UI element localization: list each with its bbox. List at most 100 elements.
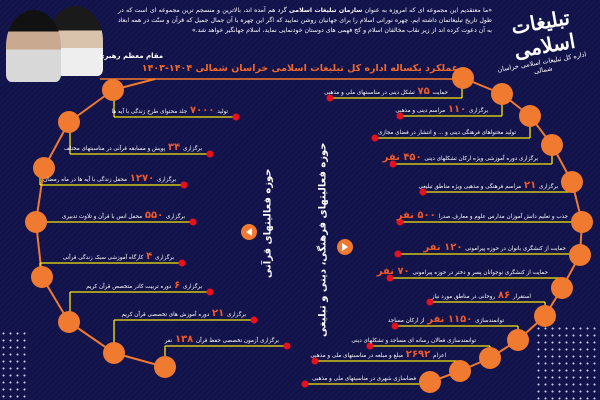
item-text-part: محفل زندگی با آیه ها در ماه رمضان bbox=[43, 177, 127, 183]
item-text-part: پویش و مسابقه قرآنی در مناسبتهای مختلف bbox=[63, 146, 166, 152]
timeline-node bbox=[419, 371, 441, 393]
timeline-node bbox=[541, 134, 563, 156]
bullet-dot bbox=[283, 342, 291, 350]
cultural-item: برگزاری ۱۱۰ مراسم دینی و مذهبی bbox=[395, 105, 488, 116]
quran-item: تولید ۷۰۰۰ جلد محتوای طرح زندگی با آیه ه… bbox=[112, 106, 229, 117]
item-text-part: فضاسازی شهری در مناسبتهای ملی و مذهبی bbox=[312, 376, 416, 382]
timeline-node bbox=[569, 244, 591, 266]
timeline-node bbox=[491, 83, 513, 105]
timeline-node bbox=[58, 311, 80, 333]
timeline-node bbox=[58, 111, 80, 133]
timeline-node bbox=[571, 211, 593, 233]
item-number: ۷۵ bbox=[417, 86, 430, 97]
bullet-dot bbox=[301, 380, 309, 388]
item-text-part: تولید bbox=[217, 109, 228, 115]
bullet-dot bbox=[189, 218, 197, 226]
item-text-part: حمایت از کنشگری نوجوانان پسر و دختر در ح… bbox=[412, 270, 548, 276]
item-number: ۷۰۰۰ bbox=[190, 105, 215, 116]
quote-attribution: مقام معظم رهبری bbox=[98, 52, 164, 60]
cultural-item: استقرار ۸۶ روحانی در مناطق مورد نیاز bbox=[432, 291, 531, 302]
timeline-node bbox=[154, 356, 176, 378]
item-number: ۳۴ bbox=[167, 142, 181, 153]
item-text-part: تشکل دینی در مناسبتهای ملی و مذهبی bbox=[324, 90, 415, 96]
cultural-item: حمایت از کنشگری نوجوانان پسر و دختر در ح… bbox=[376, 267, 548, 278]
prev-arrow-button[interactable] bbox=[241, 224, 257, 240]
item-text-part: دوره تربیت کادر متخصص قرآن کریم bbox=[86, 284, 172, 290]
arrow-right-icon bbox=[342, 243, 348, 251]
bullet-dot bbox=[394, 250, 402, 258]
item-text-part: حمایت از کنشگری بانوان در حوزه پیرامونی bbox=[465, 246, 566, 252]
section-label-quran: حوزه فعالیتهای قرآنی bbox=[262, 168, 274, 279]
quran-item: برگزاری ۵۵۰ محفل انس با قرآن و تلاوت تدب… bbox=[62, 211, 185, 222]
bullet-dot bbox=[366, 342, 374, 350]
bullet-dot bbox=[371, 134, 379, 142]
bullet-dot bbox=[386, 274, 394, 282]
item-text-part: برگزاری bbox=[154, 255, 174, 261]
item-text-part: برگزاری دوره آموزشی ویژه ارکان تشکلهای د… bbox=[424, 156, 538, 162]
bullet-dot bbox=[396, 112, 404, 120]
bullet-dot bbox=[178, 259, 186, 267]
item-text-part: توانمندسازی bbox=[475, 318, 504, 324]
timeline-node bbox=[103, 342, 125, 364]
item-number: ۱۲۷۰ bbox=[129, 173, 155, 184]
item-text-part: برگزاری bbox=[182, 146, 202, 152]
item-number: ۸۶ bbox=[497, 290, 511, 301]
item-number: ۶ bbox=[174, 280, 181, 291]
item-text-part: برگزاری bbox=[538, 184, 558, 190]
item-text-part: کارگاه آموزشی سبک زندگی قرآنی bbox=[62, 255, 144, 261]
item-text-part: مراسم فرهنگی و مذهبی ویژه مناطق تبلیغی bbox=[418, 184, 522, 190]
bullet-dot bbox=[391, 322, 399, 330]
timeline-arc bbox=[35, 78, 166, 368]
item-text-part: نفر bbox=[164, 338, 173, 344]
bullet-dot bbox=[419, 188, 427, 196]
item-number: ۲۶۹۲ bbox=[405, 349, 431, 360]
timeline-node bbox=[551, 277, 573, 299]
item-text-part: اعزام bbox=[433, 353, 446, 359]
cultural-item: تولید محتواهای فرهنگی دینی و ... و انتشا… bbox=[376, 127, 516, 138]
item-text-part: حمایت bbox=[432, 90, 448, 96]
timeline-node bbox=[102, 79, 124, 101]
cultural-item: جذب و تعلیم دانش آموزان مدارس علوم و معا… bbox=[396, 211, 568, 222]
item-text-part: مبلغ و مبلغه در مناسبتهای ملی و مذهبی bbox=[310, 353, 404, 359]
bullet-dot bbox=[206, 288, 214, 296]
portrait-image bbox=[6, 10, 61, 82]
item-number: ۵۵۰ bbox=[144, 210, 164, 221]
timeline-node bbox=[479, 347, 501, 369]
bullet-dot bbox=[232, 113, 240, 121]
item-text-part: توانمندسازی فعالان رسانه ای مساجد و تشکل… bbox=[351, 338, 476, 344]
bullet-dot bbox=[396, 218, 404, 226]
item-text-part: برگزاری آزمون تخصصی حفظ قرآن bbox=[196, 338, 279, 344]
item-text-part: تولید محتواهای فرهنگی دینی و ... و انتشا… bbox=[378, 130, 516, 136]
item-text-part: از ارکان مساجد bbox=[387, 318, 425, 324]
item-text-part: دوره آموزش های تخصصی قرآن کریم bbox=[121, 312, 210, 318]
quran-item: برگزاری ۶ دوره تربیت کادر متخصص قرآن کری… bbox=[86, 281, 202, 292]
cultural-item: حمایت از کنشگری بانوان در حوزه پیرامونی … bbox=[422, 243, 566, 254]
quran-item: برگزاری ۲۱ دوره آموزش های تخصصی قرآن کری… bbox=[121, 309, 246, 320]
item-number: ۲۱ bbox=[523, 180, 537, 191]
arrow-left-icon bbox=[246, 228, 252, 236]
timeline-node bbox=[33, 157, 55, 179]
timeline-node bbox=[507, 329, 529, 351]
bullet-dot bbox=[389, 160, 397, 168]
dot-pattern bbox=[0, 330, 30, 400]
quote-text: «ما معتقدیم این مجموعه ای که امروزه به ع… bbox=[362, 7, 492, 14]
page-title: عملکرد یکساله اداره کل تبلیغات اسلامی خر… bbox=[141, 63, 459, 74]
quran-item: برگزاری ۳۴ پویش و مسابقه قرآنی در مناسبت… bbox=[64, 143, 202, 154]
bullet-dot bbox=[426, 298, 434, 306]
bullet-dot bbox=[180, 181, 188, 189]
item-text-part: محفل انس با قرآن و تلاوت تدبیری bbox=[62, 214, 143, 220]
quote-highlight: سازمان تبلیغات اسلامی bbox=[289, 7, 363, 14]
item-text-part: جلد محتوای طرح زندگی با آیه ها bbox=[111, 109, 188, 115]
bullet-dot bbox=[250, 316, 258, 324]
item-text-part: برگزاری bbox=[156, 177, 176, 183]
cultural-item: اعزام ۲۶۹۲ مبلغ و مبلغه در مناسبتهای ملی… bbox=[310, 350, 446, 361]
item-text-part: جذب و تعلیم دانش آموزان مدارس علوم و معا… bbox=[438, 214, 568, 220]
item-text-part: برگزاری bbox=[182, 284, 202, 290]
bullet-dot bbox=[326, 94, 334, 102]
cultural-item: برگزاری ۲۱ مراسم فرهنگی و مذهبی ویژه منا… bbox=[418, 181, 558, 192]
next-arrow-button[interactable] bbox=[337, 239, 353, 255]
cultural-item: توانمندسازی ۱۱۵۰ نفر از ارکان مساجد bbox=[388, 315, 504, 326]
section-label-cultural: حوزه فعالیتهای فرهنگی، دینی و تبلیغی bbox=[317, 142, 329, 338]
